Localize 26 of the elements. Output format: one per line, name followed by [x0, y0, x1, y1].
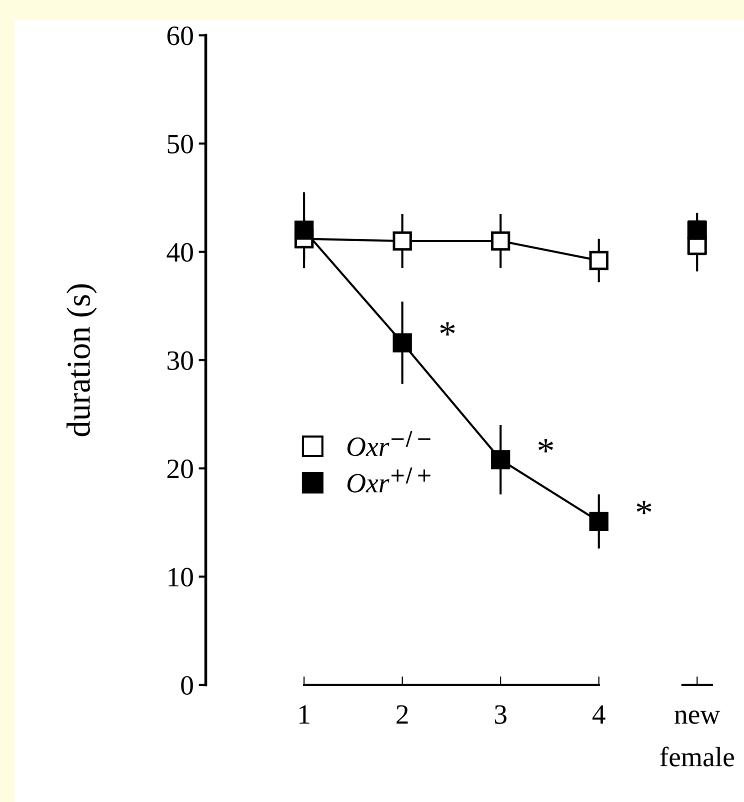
x-tick-label: new female — [660, 710, 734, 766]
point — [392, 333, 412, 352]
point — [491, 450, 510, 470]
x-tick-label: 2 — [396, 705, 408, 724]
point — [294, 220, 314, 240]
legend-label: Oxr$^{−/−}$ — [347, 431, 430, 456]
x-tick-label: 1 — [300, 705, 310, 724]
y-tick-label: 30 — [168, 351, 193, 370]
y-tick-label: 40 — [166, 242, 193, 262]
x-tick-label: 4 — [592, 705, 606, 724]
y-tick-label: 60 — [167, 26, 193, 46]
legend-label: Oxr$^{+/+}$ — [347, 467, 430, 493]
annotation: * — [538, 439, 554, 452]
point — [589, 512, 608, 532]
y-axis-title: duration (s) — [66, 284, 97, 436]
annotation: * — [636, 500, 652, 514]
y-tick-label: 20 — [167, 460, 193, 478]
y-tick-label: 10 — [168, 568, 193, 587]
x-tick-label: 3 — [494, 705, 506, 724]
annotation: * — [440, 322, 455, 336]
y-tick-label: 50 — [168, 134, 193, 154]
point — [392, 231, 412, 251]
point — [491, 231, 510, 251]
y-tick-label: 0 — [181, 676, 193, 695]
point — [687, 220, 707, 240]
point — [589, 250, 608, 270]
